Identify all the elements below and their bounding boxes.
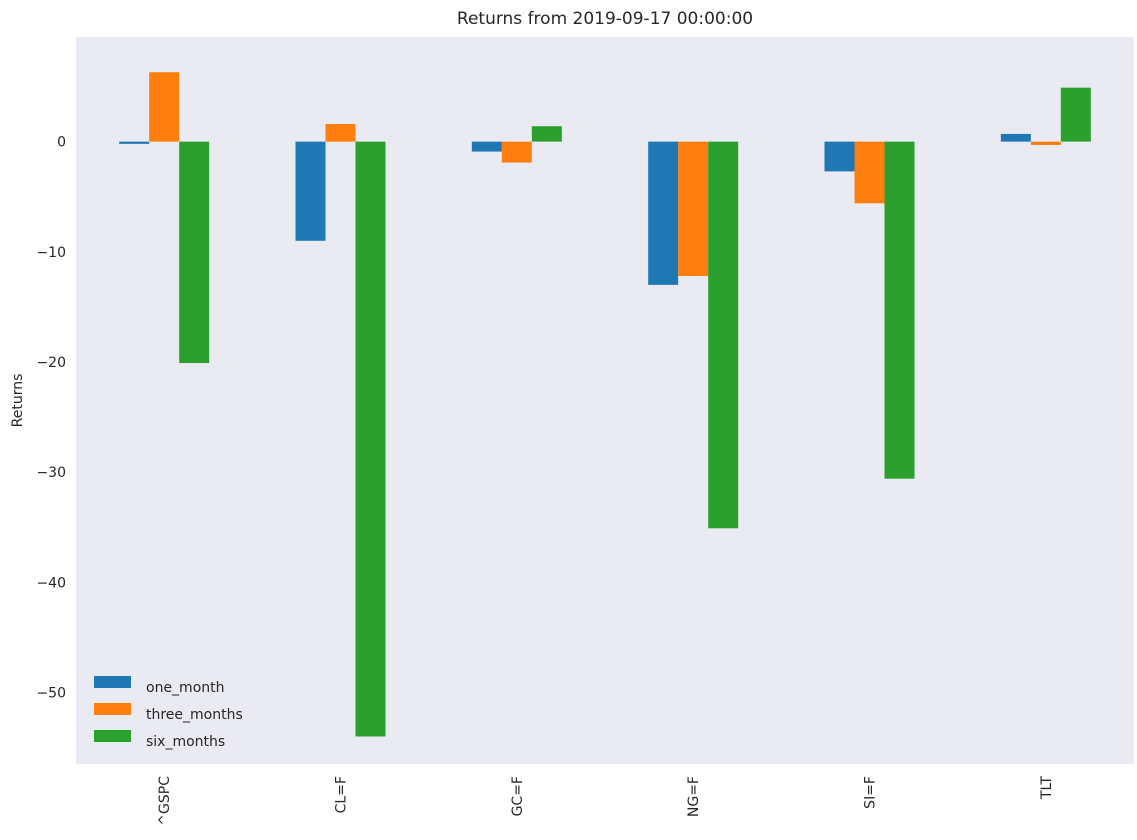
- bar-three_months: [854, 141, 885, 204]
- bar-six_months: [179, 141, 210, 364]
- y-axis-ticks: 0 −10 −20 −30 −40 −50: [36, 135, 66, 702]
- bar-three_months: [1030, 141, 1061, 145]
- x-tick-label: SI=F: [863, 776, 879, 809]
- bar-three_months: [501, 141, 532, 163]
- x-tick-label: CL=F: [334, 776, 350, 813]
- bar-six_months: [355, 141, 386, 737]
- x-tick-label: NG=F: [686, 776, 702, 817]
- x-tick-label: GC=F: [510, 776, 526, 816]
- bar-one_month: [1000, 133, 1031, 142]
- plot-area: [76, 37, 1134, 764]
- y-tick-label: −10: [36, 245, 66, 261]
- legend-label-six_months: six_months: [146, 734, 225, 750]
- legend-swatch-three_months: [94, 703, 131, 715]
- bar-one_month: [648, 141, 679, 285]
- x-tick-label: TLT: [1039, 776, 1055, 800]
- legend-label-three_months: three_months: [146, 707, 243, 723]
- bar-one_month: [824, 141, 855, 172]
- y-tick-label: −50: [36, 685, 66, 701]
- bar-six_months: [884, 141, 915, 479]
- bar-six_months: [531, 126, 562, 142]
- bar-one_month: [471, 141, 502, 152]
- bars-group: [119, 72, 1091, 737]
- bar-one_month: [119, 141, 150, 144]
- y-tick-label: −20: [36, 355, 66, 371]
- y-tick-label: −30: [36, 465, 66, 481]
- y-tick-label: −40: [36, 575, 66, 591]
- legend-swatch-one_month: [94, 676, 131, 688]
- legend-label-one_month: one_month: [146, 680, 225, 696]
- x-axis-ticks: ^GSPC CL=F GC=F NG=F SI=F TLT: [157, 776, 1055, 826]
- legend: one_month three_months six_months: [94, 676, 243, 750]
- bar-three_months: [149, 72, 180, 142]
- bar-six_months: [708, 141, 739, 529]
- bar-one_month: [295, 141, 326, 241]
- y-tick-label: 0: [57, 135, 66, 151]
- bar-six_months: [1060, 87, 1091, 142]
- bar-three_months: [325, 124, 356, 142]
- x-tick-label: ^GSPC: [157, 776, 173, 826]
- y-axis-label: Returns: [10, 374, 26, 428]
- bar-three_months: [678, 141, 709, 277]
- legend-swatch-six_months: [94, 730, 131, 742]
- chart-title: Returns from 2019-09-17 00:00:00: [457, 9, 753, 29]
